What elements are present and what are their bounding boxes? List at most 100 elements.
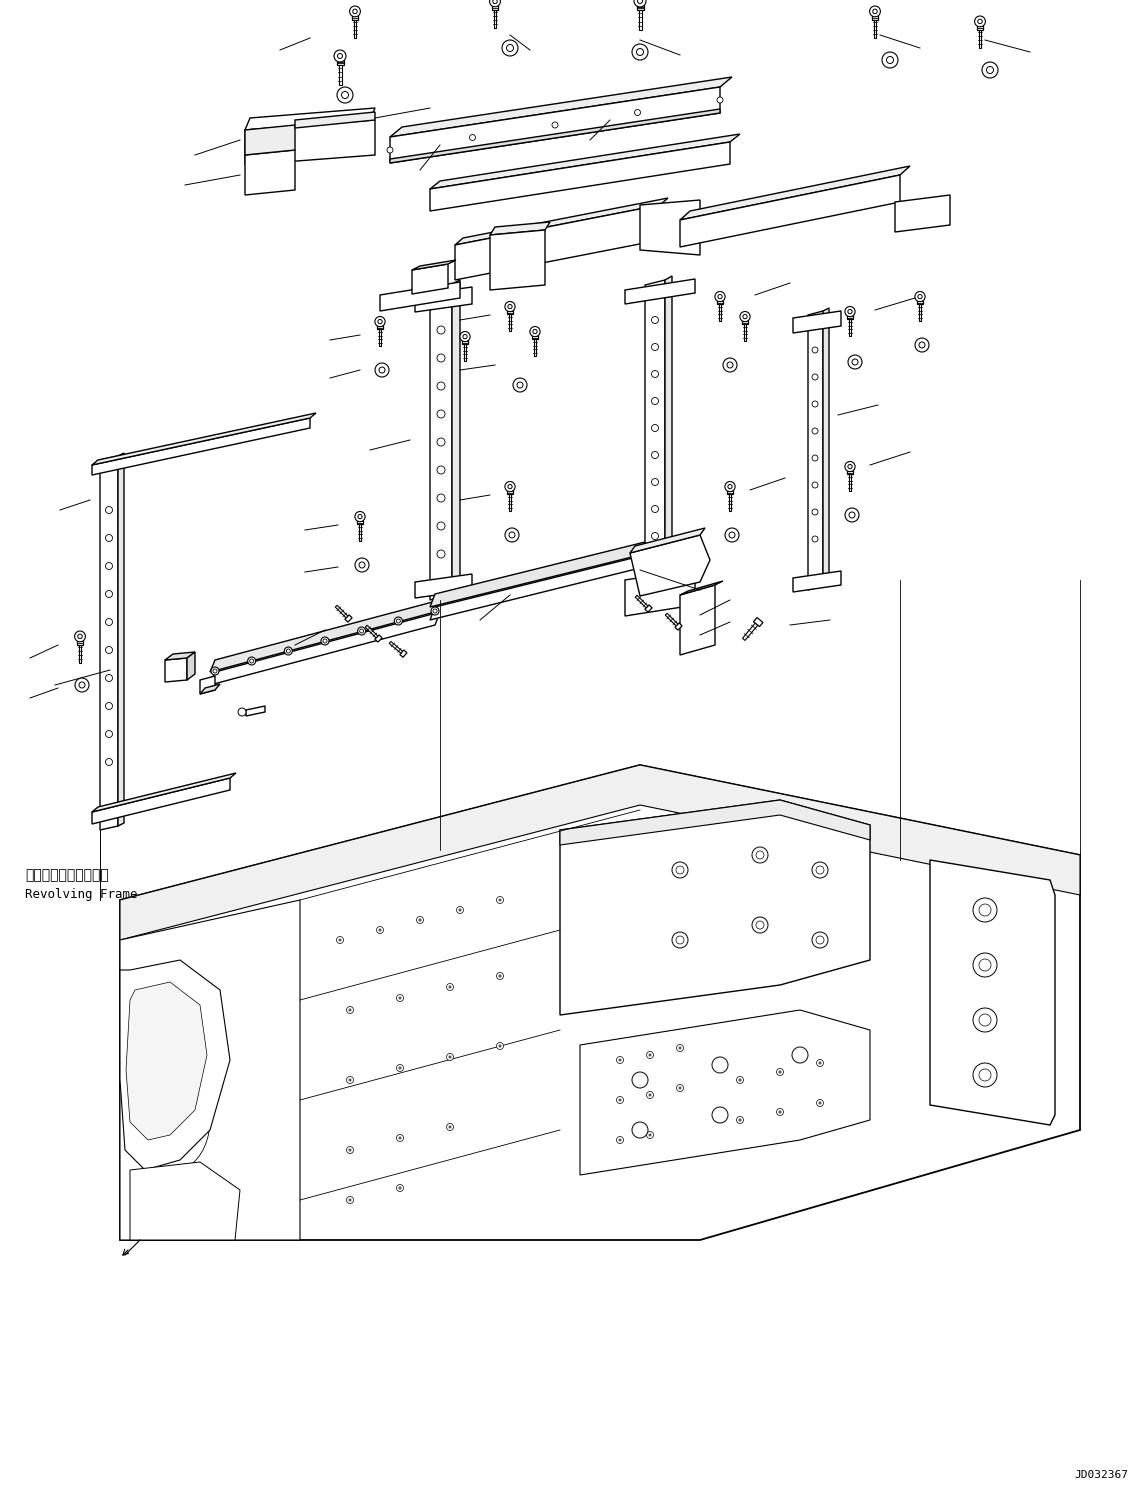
Circle shape	[285, 648, 293, 655]
Polygon shape	[637, 4, 644, 10]
Circle shape	[105, 619, 112, 625]
Circle shape	[632, 43, 648, 60]
Circle shape	[437, 382, 445, 389]
Circle shape	[238, 709, 246, 716]
Circle shape	[648, 1053, 652, 1056]
Circle shape	[456, 907, 464, 913]
Circle shape	[433, 609, 437, 613]
Polygon shape	[455, 204, 660, 280]
Circle shape	[752, 847, 768, 862]
Polygon shape	[560, 800, 870, 844]
Polygon shape	[345, 615, 352, 622]
Polygon shape	[411, 260, 456, 270]
Polygon shape	[430, 142, 730, 210]
Polygon shape	[210, 612, 440, 685]
Polygon shape	[753, 618, 762, 627]
Circle shape	[849, 512, 855, 518]
Circle shape	[337, 87, 353, 103]
Polygon shape	[534, 339, 536, 357]
Circle shape	[399, 1186, 401, 1189]
Circle shape	[652, 343, 658, 351]
Polygon shape	[490, 222, 550, 236]
Circle shape	[980, 1068, 991, 1082]
Polygon shape	[120, 765, 1080, 940]
Circle shape	[634, 0, 646, 7]
Circle shape	[397, 619, 400, 624]
Circle shape	[359, 562, 365, 568]
Circle shape	[914, 291, 925, 301]
Circle shape	[986, 67, 993, 73]
Circle shape	[399, 1067, 401, 1070]
Polygon shape	[823, 307, 829, 586]
Circle shape	[676, 935, 684, 944]
Circle shape	[397, 1134, 403, 1141]
Circle shape	[743, 315, 748, 319]
Polygon shape	[873, 19, 877, 37]
Circle shape	[496, 1043, 504, 1049]
Circle shape	[75, 677, 89, 692]
Circle shape	[397, 1064, 403, 1071]
Polygon shape	[390, 642, 402, 653]
Circle shape	[505, 482, 515, 492]
Circle shape	[353, 9, 358, 13]
Circle shape	[727, 363, 733, 369]
Polygon shape	[165, 652, 195, 659]
Circle shape	[812, 401, 818, 407]
Circle shape	[378, 928, 382, 931]
Polygon shape	[377, 325, 383, 330]
Polygon shape	[490, 230, 545, 289]
Polygon shape	[432, 604, 451, 615]
Circle shape	[346, 1197, 353, 1204]
Polygon shape	[507, 489, 513, 494]
Circle shape	[213, 668, 217, 673]
Polygon shape	[674, 622, 682, 630]
Circle shape	[105, 758, 112, 765]
Circle shape	[818, 1101, 822, 1104]
Circle shape	[346, 1146, 353, 1153]
Polygon shape	[245, 151, 295, 195]
Circle shape	[360, 630, 363, 633]
Circle shape	[509, 533, 515, 539]
Circle shape	[105, 731, 112, 737]
Polygon shape	[415, 574, 472, 598]
Circle shape	[647, 1052, 654, 1058]
Polygon shape	[118, 454, 123, 827]
Circle shape	[652, 316, 658, 324]
Circle shape	[634, 109, 640, 115]
Polygon shape	[680, 175, 900, 248]
Circle shape	[812, 428, 818, 434]
Circle shape	[812, 455, 818, 461]
Polygon shape	[357, 521, 363, 524]
Circle shape	[778, 1110, 782, 1113]
Circle shape	[816, 865, 824, 874]
Polygon shape	[91, 418, 310, 474]
Polygon shape	[245, 107, 375, 130]
Polygon shape	[130, 1162, 240, 1240]
Polygon shape	[246, 706, 265, 716]
Circle shape	[437, 354, 445, 363]
Circle shape	[873, 9, 877, 13]
Circle shape	[342, 91, 349, 98]
Circle shape	[728, 485, 733, 489]
Polygon shape	[141, 970, 210, 1070]
Polygon shape	[430, 555, 645, 621]
Circle shape	[975, 16, 985, 27]
Polygon shape	[665, 276, 672, 589]
Circle shape	[337, 54, 343, 58]
Circle shape	[349, 1149, 352, 1152]
Polygon shape	[379, 282, 459, 310]
Circle shape	[336, 937, 344, 943]
Circle shape	[287, 649, 290, 653]
Circle shape	[816, 935, 824, 944]
Circle shape	[679, 1046, 681, 1049]
Circle shape	[498, 1044, 502, 1047]
Circle shape	[845, 306, 855, 316]
Circle shape	[724, 358, 737, 372]
Polygon shape	[430, 283, 451, 600]
Circle shape	[652, 397, 658, 404]
Circle shape	[397, 1185, 403, 1192]
Polygon shape	[295, 112, 375, 128]
Polygon shape	[680, 580, 724, 595]
Circle shape	[652, 425, 658, 431]
Circle shape	[321, 637, 329, 645]
